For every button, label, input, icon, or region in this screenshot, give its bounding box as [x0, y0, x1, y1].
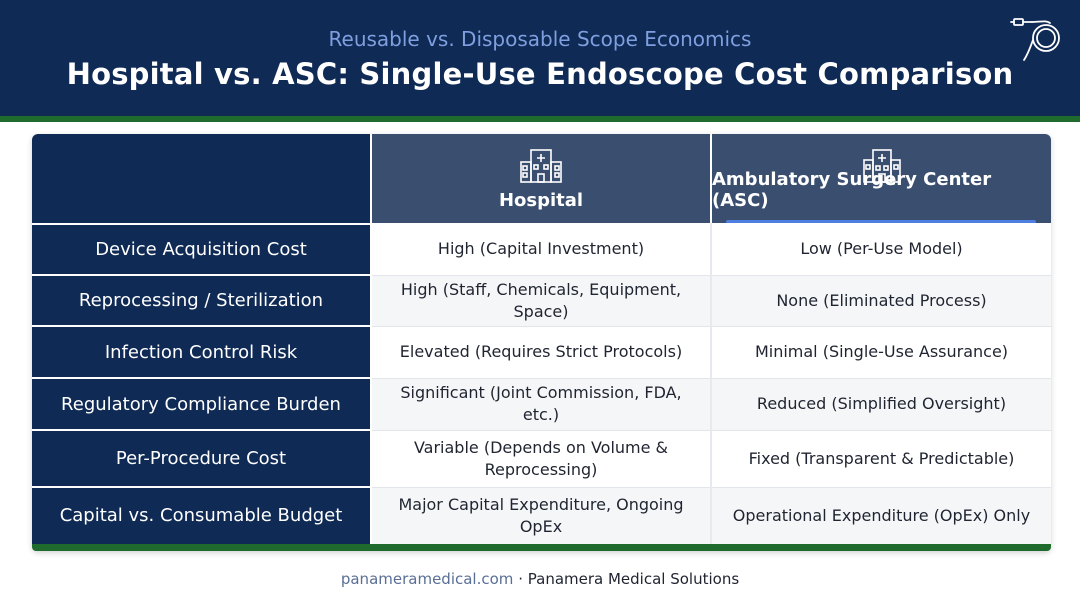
- row-divider: [32, 223, 370, 225]
- comparison-table: Hospital Ambulatory Surgery Center (ASC)…: [32, 134, 1051, 551]
- footer: panameramedical.com · Panamera Medical S…: [0, 570, 1080, 588]
- hospital-cell: High (Staff, Chemicals, Equipment, Space…: [372, 275, 710, 326]
- page-title: Hospital vs. ASC: Single-Use Endoscope C…: [66, 57, 1014, 91]
- hospital-cell: Significant (Joint Commission, FDA, etc.…: [372, 378, 710, 430]
- asc-cell: Low (Per-Use Model): [712, 223, 1051, 275]
- page-subtitle: Reusable vs. Disposable Scope Economics: [328, 27, 752, 51]
- asc-cell: Reduced (Simplified Oversight): [712, 378, 1051, 430]
- hospital-building-icon: [520, 149, 562, 183]
- row-divider: [32, 429, 370, 431]
- table-row: Reprocessing / Sterilization High (Staff…: [32, 275, 1051, 326]
- row-label: Regulatory Compliance Burden: [32, 378, 370, 430]
- asc-cell: Minimal (Single-Use Assurance): [712, 326, 1051, 378]
- column-header-label: Ambulatory Surgery Center (ASC): [712, 169, 992, 211]
- footer-website-link[interactable]: panameramedical.com: [340, 570, 514, 588]
- row-label: Infection Control Risk: [32, 326, 370, 378]
- header-accent-stripe: [0, 116, 1080, 122]
- column-header-asc: Ambulatory Surgery Center (ASC): [712, 134, 1051, 223]
- header-banner: [0, 0, 1080, 116]
- table-corner: [32, 134, 370, 223]
- endoscope-icon: [1010, 18, 1060, 61]
- asc-cell: None (Eliminated Process): [712, 275, 1051, 326]
- table-row: Infection Control Risk Elevated (Require…: [32, 326, 1051, 378]
- footer-separator: ·: [518, 570, 523, 588]
- asc-header-underline: [726, 220, 1036, 224]
- hospital-cell: Major Capital Expenditure, Ongoing OpEx: [372, 487, 710, 544]
- table-row: Device Acquisition Cost High (Capital In…: [32, 223, 1051, 275]
- table-row: Per-Procedure Cost Variable (Depends on …: [32, 430, 1051, 487]
- asc-cell: Fixed (Transparent & Predictable): [712, 430, 1051, 487]
- table-row: Regulatory Compliance Burden Significant…: [32, 378, 1051, 430]
- row-divider: [32, 274, 370, 276]
- hospital-cell: Variable (Depends on Volume & Reprocessi…: [372, 430, 710, 487]
- row-divider: [32, 325, 370, 327]
- column-header-hospital: Hospital: [372, 134, 710, 223]
- row-label: Capital vs. Consumable Budget: [32, 487, 370, 544]
- clinic-building-icon: [862, 149, 901, 183]
- asc-cell: Operational Expenditure (OpEx) Only: [712, 487, 1051, 544]
- column-header-label: Hospital: [498, 190, 584, 211]
- row-label: Device Acquisition Cost: [32, 223, 370, 275]
- footer-company-name: Panamera Medical Solutions: [527, 570, 740, 588]
- hospital-cell: Elevated (Requires Strict Protocols): [372, 326, 710, 378]
- column-divider: [710, 223, 712, 551]
- table-bottom-accent: [32, 544, 1051, 551]
- row-label: Reprocessing / Sterilization: [32, 275, 370, 326]
- row-divider: [32, 377, 370, 379]
- row-label: Per-Procedure Cost: [32, 430, 370, 487]
- row-divider: [32, 486, 370, 488]
- table-row: Capital vs. Consumable Budget Major Capi…: [32, 487, 1051, 544]
- hospital-cell: High (Capital Investment): [372, 223, 710, 275]
